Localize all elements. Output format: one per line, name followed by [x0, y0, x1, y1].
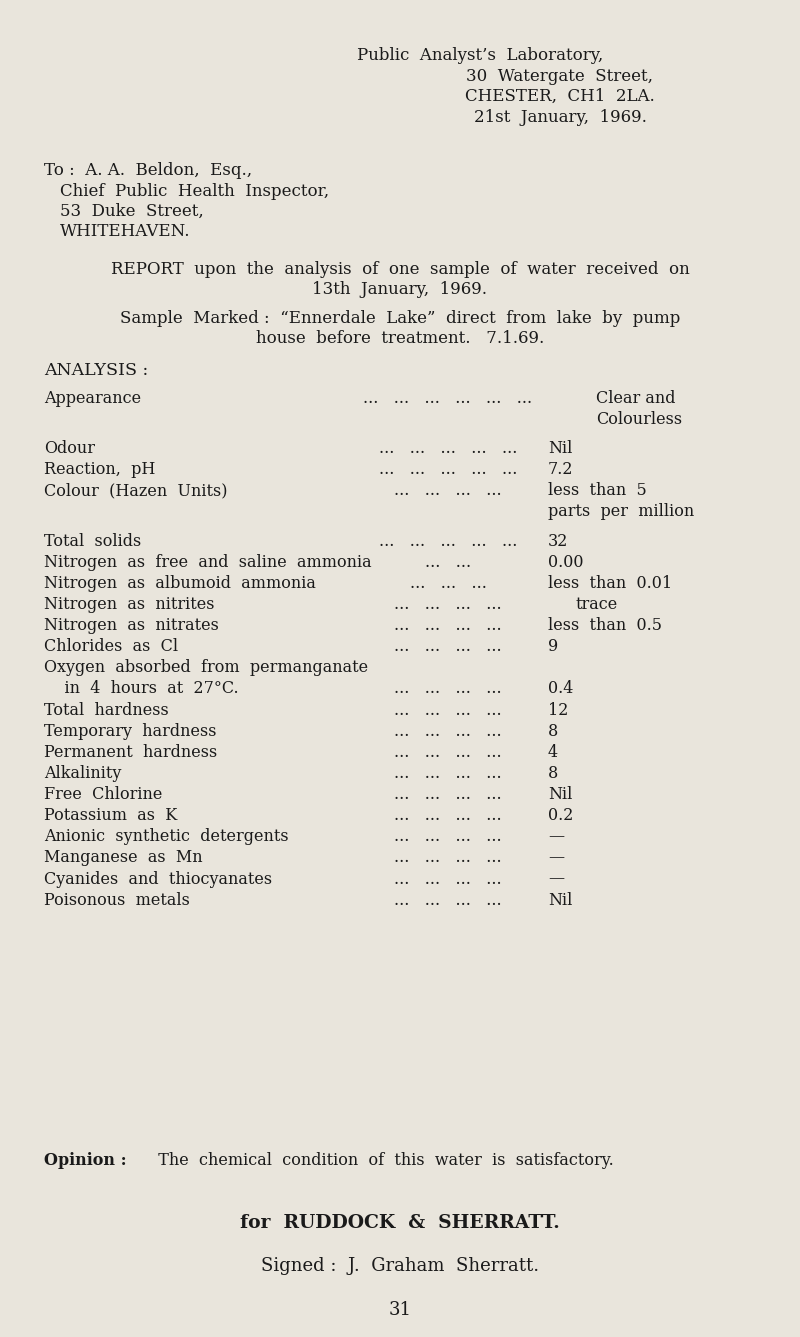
Text: Anionic  synthetic  detergents: Anionic synthetic detergents: [44, 829, 289, 845]
Text: ...   ...   ...   ...   ...: ... ... ... ... ...: [379, 440, 517, 457]
Text: in  4  hours  at  27°C.: in 4 hours at 27°C.: [44, 681, 238, 698]
Text: Manganese  as  Mn: Manganese as Mn: [44, 849, 202, 866]
Text: Chlorides  as  Cl: Chlorides as Cl: [44, 638, 178, 655]
Text: ...   ...   ...   ...: ... ... ... ...: [394, 723, 502, 739]
Text: 53  Duke  Street,: 53 Duke Street,: [60, 202, 204, 219]
Text: Nil: Nil: [548, 440, 572, 457]
Text: house  before  treatment.   7.1.69.: house before treatment. 7.1.69.: [256, 330, 544, 346]
Text: 7.2: 7.2: [548, 461, 574, 479]
Text: Colour  (Hazen  Units): Colour (Hazen Units): [44, 483, 227, 499]
Text: Total  hardness: Total hardness: [44, 702, 169, 718]
Text: 9: 9: [548, 638, 558, 655]
Text: Reaction,  pH: Reaction, pH: [44, 461, 155, 479]
Text: less  than  0.5: less than 0.5: [548, 618, 662, 634]
Text: ...   ...   ...   ...: ... ... ... ...: [394, 681, 502, 698]
Text: The  chemical  condition  of  this  water  is  satisfactory.: The chemical condition of this water is …: [148, 1151, 614, 1169]
Text: ...   ...   ...   ...: ... ... ... ...: [394, 849, 502, 866]
Text: for  RUDDOCK  &  SHERRATT.: for RUDDOCK & SHERRATT.: [240, 1214, 560, 1231]
Text: —: —: [548, 829, 564, 845]
Text: ...   ...   ...   ...: ... ... ... ...: [394, 829, 502, 845]
Text: Nil: Nil: [548, 786, 572, 804]
Text: ...   ...   ...   ...   ...: ... ... ... ... ...: [379, 532, 517, 550]
Text: ...   ...   ...   ...: ... ... ... ...: [394, 808, 502, 824]
Text: ...   ...   ...   ...: ... ... ... ...: [394, 870, 502, 888]
Text: REPORT  upon  the  analysis  of  one  sample  of  water  received  on: REPORT upon the analysis of one sample o…: [110, 262, 690, 278]
Text: Nitrogen  as  nitrates: Nitrogen as nitrates: [44, 618, 219, 634]
Text: ...   ...   ...   ...: ... ... ... ...: [394, 743, 502, 761]
Text: Clear and: Clear and: [596, 390, 675, 406]
Text: 30  Watergate  Street,: 30 Watergate Street,: [466, 67, 654, 84]
Text: ANALYSIS :: ANALYSIS :: [44, 362, 148, 378]
Text: Appearance: Appearance: [44, 390, 141, 406]
Text: parts  per  million: parts per million: [548, 504, 694, 520]
Text: Colourless: Colourless: [596, 410, 682, 428]
Text: Nil: Nil: [548, 892, 572, 909]
Text: ...   ...   ...   ...: ... ... ... ...: [394, 483, 502, 499]
Text: ...   ...   ...   ...: ... ... ... ...: [394, 618, 502, 634]
Text: 0.2: 0.2: [548, 808, 574, 824]
Text: Permanent  hardness: Permanent hardness: [44, 743, 218, 761]
Text: 8: 8: [548, 765, 558, 782]
Text: 4: 4: [548, 743, 558, 761]
Text: Free  Chlorine: Free Chlorine: [44, 786, 162, 804]
Text: Nitrogen  as  nitrites: Nitrogen as nitrites: [44, 596, 214, 612]
Text: ...   ...   ...   ...: ... ... ... ...: [394, 892, 502, 909]
Text: less  than  0.01: less than 0.01: [548, 575, 672, 592]
Text: 12: 12: [548, 702, 568, 718]
Text: Opinion :: Opinion :: [44, 1151, 126, 1169]
Text: ...   ...: ... ...: [425, 554, 471, 571]
Text: 0.00: 0.00: [548, 554, 583, 571]
Text: 32: 32: [548, 532, 568, 550]
Text: ...   ...   ...   ...: ... ... ... ...: [394, 702, 502, 718]
Text: Odour: Odour: [44, 440, 95, 457]
Text: Sample  Marked :  “Ennerdale  Lake”  direct  from  lake  by  pump: Sample Marked : “Ennerdale Lake” direct …: [120, 310, 680, 326]
Text: Total  solids: Total solids: [44, 532, 142, 550]
Text: ...   ...   ...   ...: ... ... ... ...: [394, 786, 502, 804]
Text: ...   ...   ...   ...   ...: ... ... ... ... ...: [379, 461, 517, 479]
Text: trace: trace: [576, 596, 618, 612]
Text: CHESTER,  CH1  2LA.: CHESTER, CH1 2LA.: [465, 88, 655, 104]
Text: —: —: [548, 849, 564, 866]
Text: less  than  5: less than 5: [548, 483, 646, 499]
Text: WHITEHAVEN.: WHITEHAVEN.: [60, 222, 190, 239]
Text: Alkalinity: Alkalinity: [44, 765, 122, 782]
Text: To :  A. A.  Beldon,  Esq.,: To : A. A. Beldon, Esq.,: [44, 163, 252, 179]
Text: Temporary  hardness: Temporary hardness: [44, 723, 217, 739]
Text: 13th  January,  1969.: 13th January, 1969.: [313, 282, 487, 298]
Text: Potassium  as  K: Potassium as K: [44, 808, 178, 824]
Text: 8: 8: [548, 723, 558, 739]
Text: Chief  Public  Health  Inspector,: Chief Public Health Inspector,: [60, 182, 329, 199]
Text: —: —: [548, 870, 564, 888]
Text: 0.4: 0.4: [548, 681, 574, 698]
Text: Nitrogen  as  albumoid  ammonia: Nitrogen as albumoid ammonia: [44, 575, 316, 592]
Text: Nitrogen  as  free  and  saline  ammonia: Nitrogen as free and saline ammonia: [44, 554, 372, 571]
Text: ...   ...   ...   ...: ... ... ... ...: [394, 765, 502, 782]
Text: Public  Analyst’s  Laboratory,: Public Analyst’s Laboratory,: [357, 48, 603, 64]
Text: Poisonous  metals: Poisonous metals: [44, 892, 190, 909]
Text: Oxygen  absorbed  from  permanganate: Oxygen absorbed from permanganate: [44, 659, 368, 677]
Text: ...   ...   ...   ...   ...   ...: ... ... ... ... ... ...: [363, 390, 533, 406]
Text: ...   ...   ...   ...: ... ... ... ...: [394, 638, 502, 655]
Text: 31: 31: [389, 1301, 411, 1318]
Text: ...   ...   ...   ...: ... ... ... ...: [394, 596, 502, 612]
Text: ...   ...   ...: ... ... ...: [410, 575, 486, 592]
Text: Signed :  J.  Graham  Sherratt.: Signed : J. Graham Sherratt.: [261, 1257, 539, 1275]
Text: 21st  January,  1969.: 21st January, 1969.: [474, 110, 646, 126]
Text: Cyanides  and  thiocyanates: Cyanides and thiocyanates: [44, 870, 272, 888]
